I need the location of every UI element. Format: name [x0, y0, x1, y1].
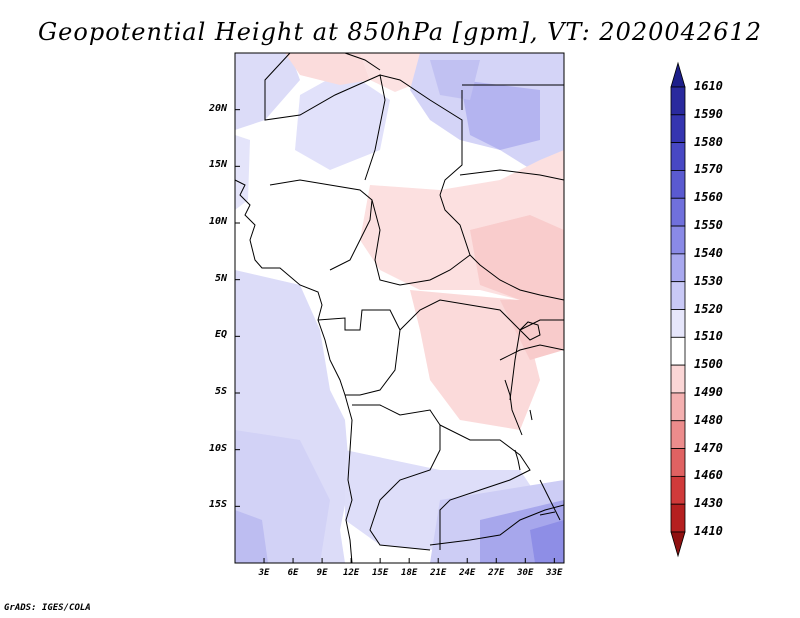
- longitude-label: 21E: [430, 568, 447, 578]
- colorbar-segment: [670, 336, 686, 366]
- colorbar-segment: [670, 448, 686, 477]
- colorbar-label: 1610: [694, 79, 723, 93]
- latitude-label: 5N: [214, 272, 227, 284]
- longitude-label: 18E: [401, 568, 418, 578]
- colorbar-segment: [670, 170, 686, 199]
- longitude-label: 33E: [546, 568, 563, 578]
- colorbar-segment: [670, 420, 686, 449]
- colorbar-segment: [670, 253, 686, 283]
- colorbar-top-arrow: [670, 61, 686, 88]
- colorbar-label: 1510: [694, 329, 723, 344]
- colorbar-segment: [670, 364, 686, 394]
- latitude-label: 15N: [208, 159, 227, 171]
- colorbar-label: 1490: [694, 384, 723, 399]
- colorbar-label: 1470: [694, 440, 723, 455]
- colorbar-segment: [670, 114, 686, 144]
- colorbar-label: 1530: [694, 273, 723, 288]
- longitude-label: 6E: [287, 568, 299, 578]
- colorbar-label: 1590: [694, 106, 723, 121]
- colorbar-segment: [670, 142, 686, 171]
- grads-credit: GrADS: IGES/COLA: [4, 603, 91, 613]
- longitude-label: 3E: [258, 568, 270, 578]
- longitude-label: 12E: [342, 568, 360, 578]
- colorbar-label: 1460: [694, 468, 723, 483]
- colorbar-label: 1550: [694, 218, 723, 233]
- colorbar-label: 1520: [694, 301, 723, 316]
- colorbar-segment: [670, 281, 686, 310]
- latitude-label: 15S: [208, 499, 227, 511]
- longitude-label: 27E: [488, 568, 505, 578]
- colorbar-label: 1570: [694, 162, 723, 177]
- longitude-label: 9E: [316, 568, 328, 578]
- colorbar-segment: [670, 503, 686, 533]
- colorbar-segment: [670, 475, 686, 505]
- latitude-label: 20N: [208, 102, 227, 114]
- longitude-label: 30E: [517, 568, 534, 578]
- colorbar-label: 1540: [694, 245, 723, 260]
- colorbar-label: 1560: [694, 190, 723, 205]
- country-borders: [234, 52, 565, 564]
- latitude-label: 5S: [214, 386, 227, 397]
- map-title: Geopotential Height at 850hPa [gpm], VT:…: [38, 18, 762, 46]
- colorbar-bottom-arrow: [670, 531, 686, 558]
- longitude-label: 15E: [372, 568, 389, 578]
- colorbar-segment: [670, 197, 686, 227]
- colorbar-label: 1430: [694, 496, 723, 511]
- colorbar-label: 1500: [694, 357, 723, 372]
- latitude-label: 10N: [208, 216, 227, 227]
- latitude-label: EQ: [214, 329, 227, 341]
- map-frame: [234, 52, 565, 564]
- axis-ticks: [235, 109, 555, 563]
- colorbar-label: 1580: [694, 134, 723, 149]
- colorbar-segment: [670, 86, 686, 116]
- colorbar-label: 1410: [694, 524, 723, 538]
- colorbar-label: 1480: [694, 412, 723, 427]
- colorbar: [670, 61, 686, 558]
- lakes: [504, 321, 556, 516]
- colorbar-segment: [670, 225, 686, 255]
- latitude-label: 10S: [208, 442, 227, 454]
- longitude-label: 24E: [459, 568, 476, 578]
- height-field: [235, 53, 564, 563]
- colorbar-segment: [670, 392, 686, 422]
- colorbar-segment: [670, 309, 686, 338]
